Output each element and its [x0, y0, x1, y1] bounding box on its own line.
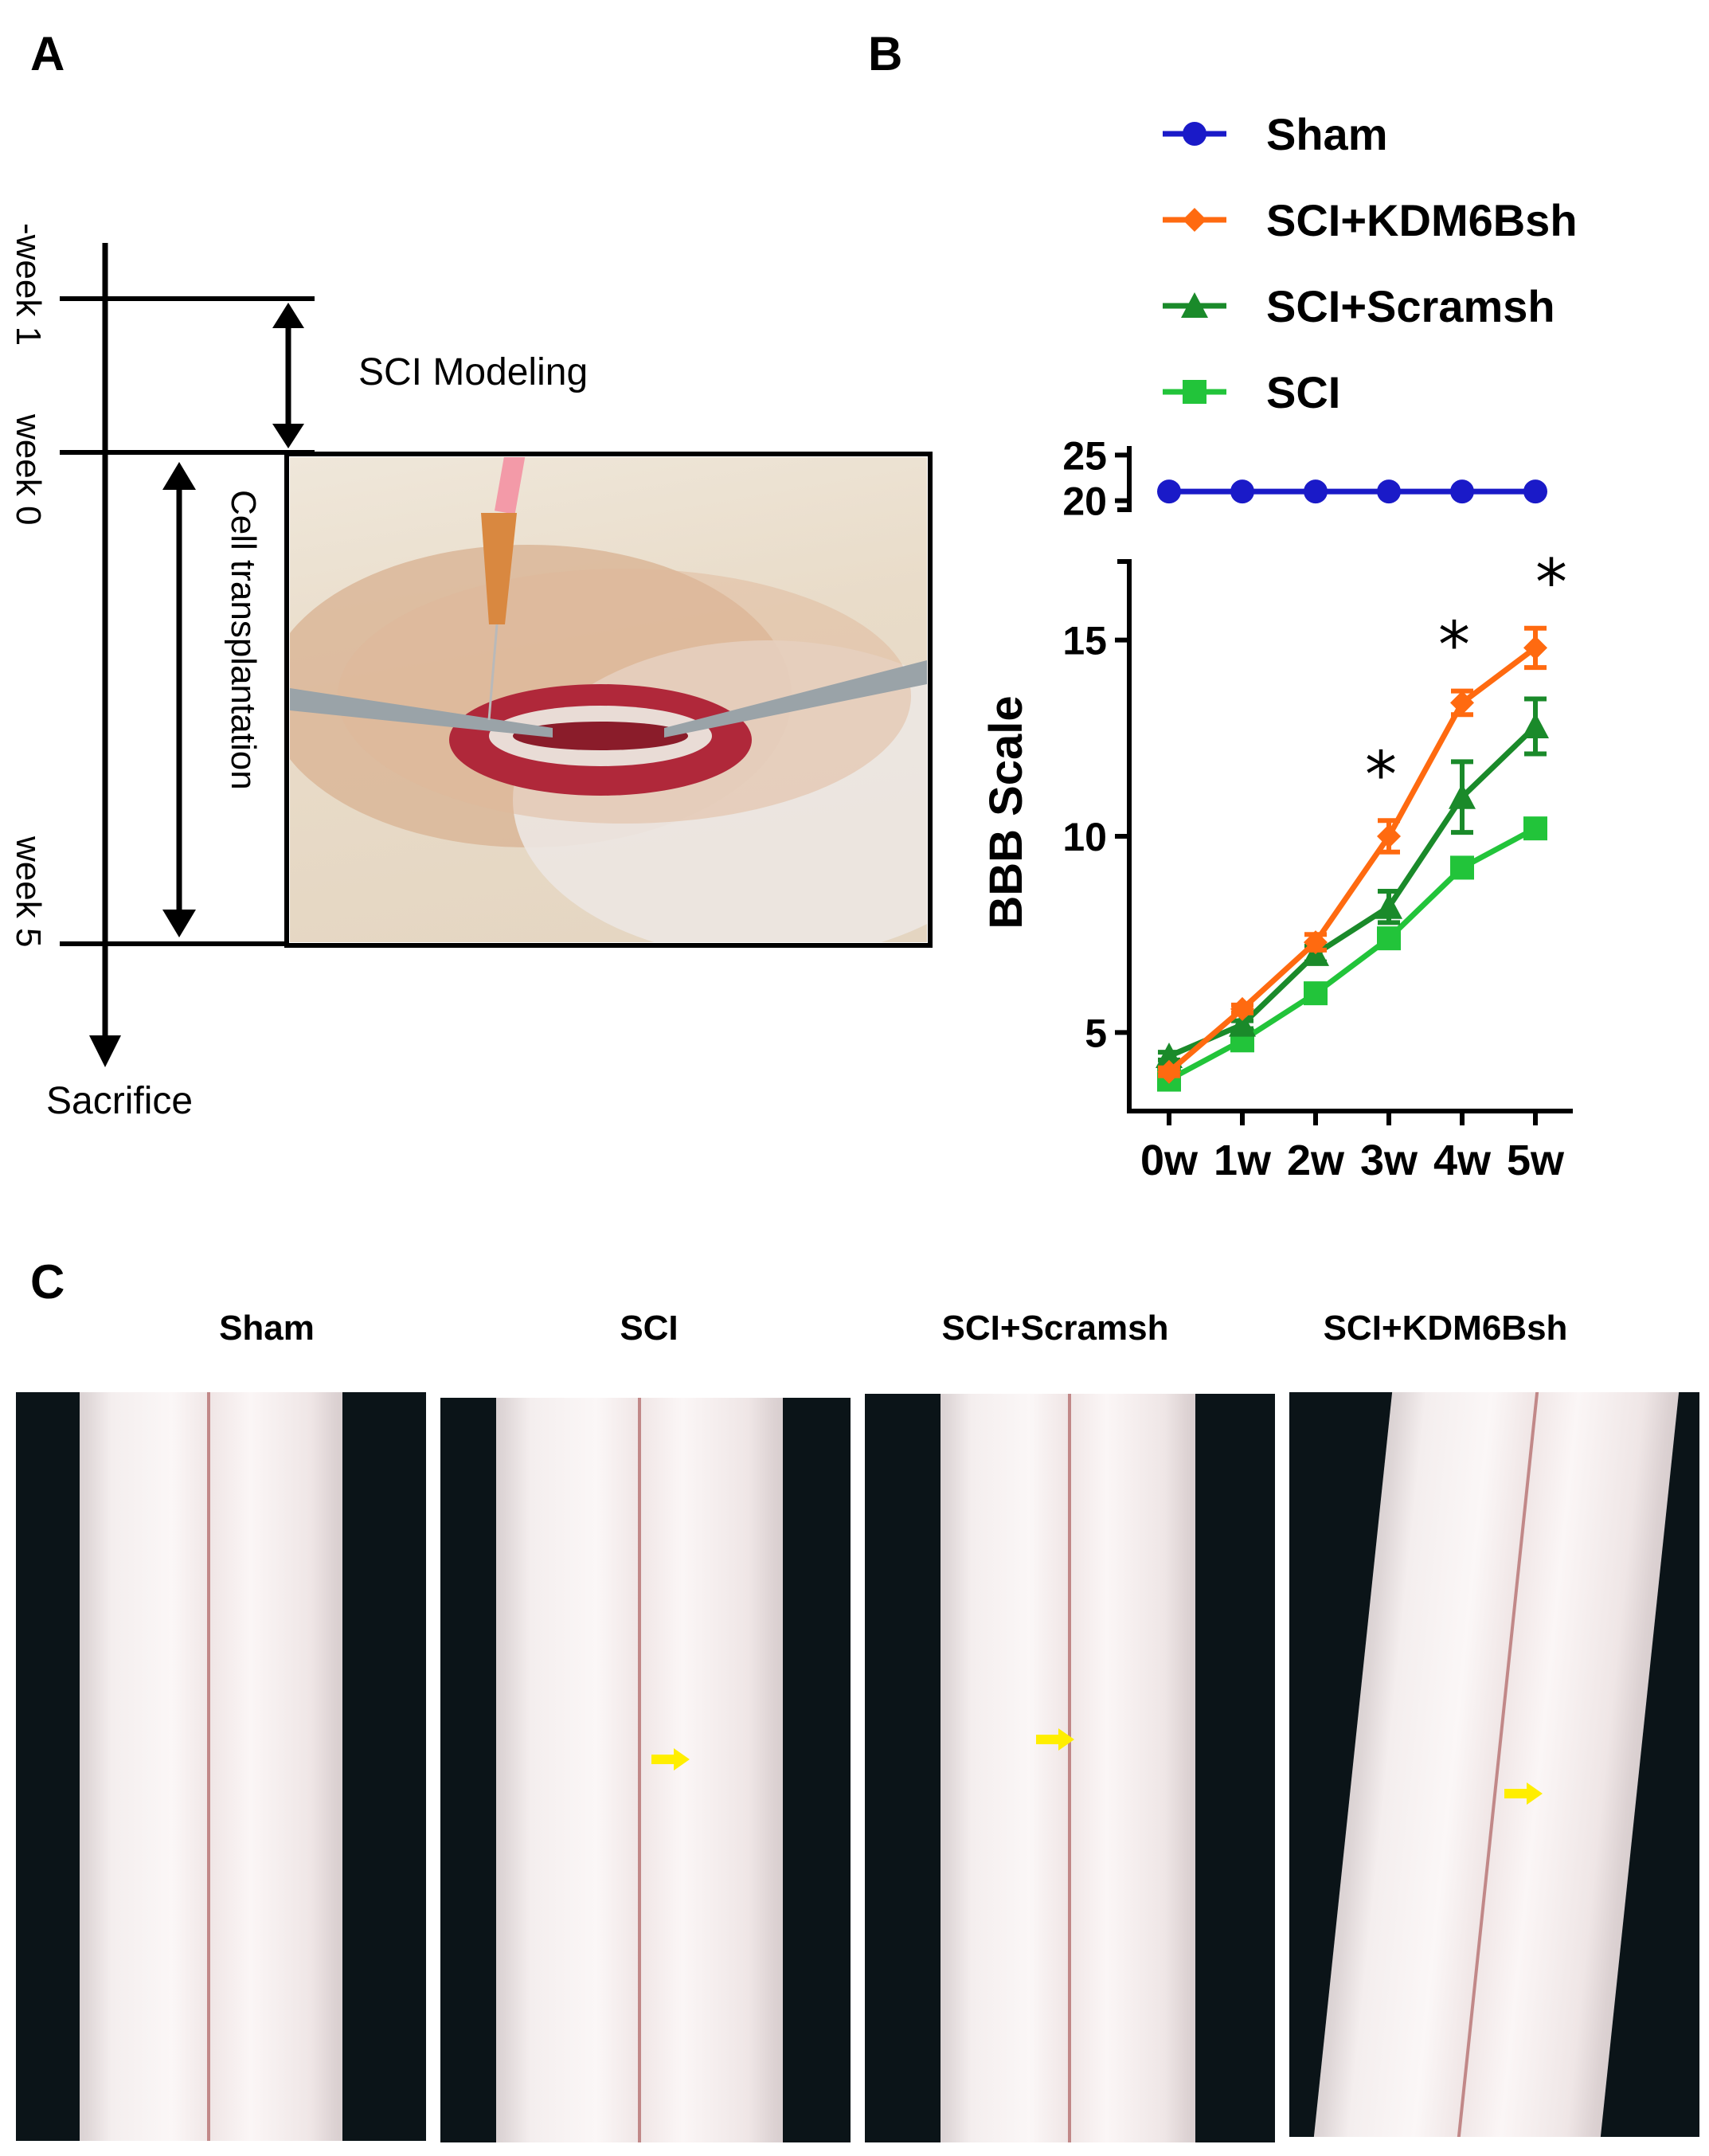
data-point: [1304, 479, 1328, 504]
panel-letter-c: C: [30, 1255, 65, 1309]
legend-label: Sham: [1266, 109, 1388, 159]
series-sci: [1157, 816, 1547, 1092]
data-point: [1449, 783, 1476, 809]
data-point: [1523, 479, 1547, 504]
timeline-axis-arrowhead: [89, 1035, 121, 1067]
significance-mark: *: [1365, 738, 1397, 812]
legend-swatch-marker: [1181, 292, 1208, 318]
legend-label: SCI+KDM6Bsh: [1266, 195, 1578, 245]
data-point: [1377, 479, 1401, 504]
series-line: [1167, 645, 1538, 1074]
x-tick-label: 4w: [1433, 1137, 1492, 1184]
series-sham: [1157, 479, 1547, 504]
surgery-photo-frame: [284, 452, 933, 948]
photo-sci-kdm6bsh: [1289, 1392, 1699, 2137]
series-sci-scramsh: [1156, 696, 1549, 1068]
label-sci-modeling: SCI Modeling: [358, 351, 589, 393]
y-tick-label: 25: [1062, 433, 1107, 478]
photo-sham: [16, 1392, 426, 2141]
photo-title-sci-kdm6bsh: SCI+KDM6Bsh: [1323, 1309, 1568, 1348]
x-tick-label: 2w: [1287, 1137, 1345, 1184]
photo-sci-scramsh: [865, 1394, 1275, 2142]
x-tick-label: 3w: [1360, 1137, 1418, 1184]
data-point: [1157, 1059, 1181, 1084]
lesion-arrow-icon: [1504, 1782, 1543, 1805]
data-point: [1450, 691, 1474, 715]
x-tick-label: 1w: [1214, 1137, 1272, 1184]
data-point: [1157, 479, 1181, 504]
lesion-arrow-icon: [1036, 1728, 1074, 1751]
y-tick-label: 5: [1085, 1011, 1107, 1055]
legend-swatch-marker: [1183, 122, 1206, 146]
legend-label: SCI: [1266, 367, 1340, 417]
photo-title-sci-scramsh: SCI+Scramsh: [941, 1309, 1169, 1348]
data-point: [1523, 816, 1547, 841]
x-tick-label: 5w: [1507, 1137, 1565, 1184]
series-line: [1167, 826, 1537, 1082]
data-point: [1229, 1011, 1256, 1037]
photo-title-sci: SCI: [620, 1309, 679, 1348]
surgery-photo-illustration: [290, 457, 927, 942]
data-point: [1156, 1043, 1183, 1068]
data-point: [1304, 981, 1328, 1006]
legend-entry: SCI+Scramsh: [1163, 281, 1555, 331]
panel-letter-a: A: [30, 27, 65, 80]
timeline-diagram: [60, 243, 933, 1067]
data-point: [1230, 996, 1254, 1021]
photo-title-sham: Sham: [219, 1309, 315, 1348]
legend-swatch-marker: [1183, 208, 1206, 232]
y-tick-label: 15: [1062, 619, 1107, 663]
data-point: [1522, 713, 1549, 738]
lesion-arrow-icon: [651, 1748, 690, 1771]
x-tick-label: 0w: [1140, 1137, 1199, 1184]
y-axis-label: BBB Scale: [980, 695, 1032, 929]
legend-label: SCI+Scramsh: [1266, 281, 1555, 331]
data-point: [1304, 930, 1328, 955]
data-point: [1377, 926, 1401, 951]
significance-mark: *: [1535, 546, 1567, 620]
panel-letter-b: B: [868, 27, 903, 80]
legend-entry: SCI+KDM6Bsh: [1163, 195, 1578, 245]
data-point: [1377, 824, 1401, 848]
y-tick-label: 20: [1062, 479, 1107, 524]
data-point: [1230, 479, 1254, 504]
label-sacrifice: Sacrifice: [46, 1080, 194, 1122]
data-point: [1375, 893, 1402, 919]
surgery-photo: [290, 457, 927, 942]
series-line: [1167, 724, 1538, 1059]
y-tick-label: 10: [1062, 815, 1107, 859]
series-sci-kdm6bsh: [1157, 625, 1547, 1084]
photo-sci: [440, 1398, 851, 2142]
legend-swatch-marker: [1183, 380, 1206, 404]
legend-entry: SCI: [1163, 367, 1340, 417]
data-point: [1523, 636, 1547, 660]
data-point: [1450, 479, 1474, 504]
legend-entry: Sham: [1163, 109, 1388, 159]
significance-mark: *: [1438, 608, 1470, 683]
data-point: [1450, 855, 1474, 880]
